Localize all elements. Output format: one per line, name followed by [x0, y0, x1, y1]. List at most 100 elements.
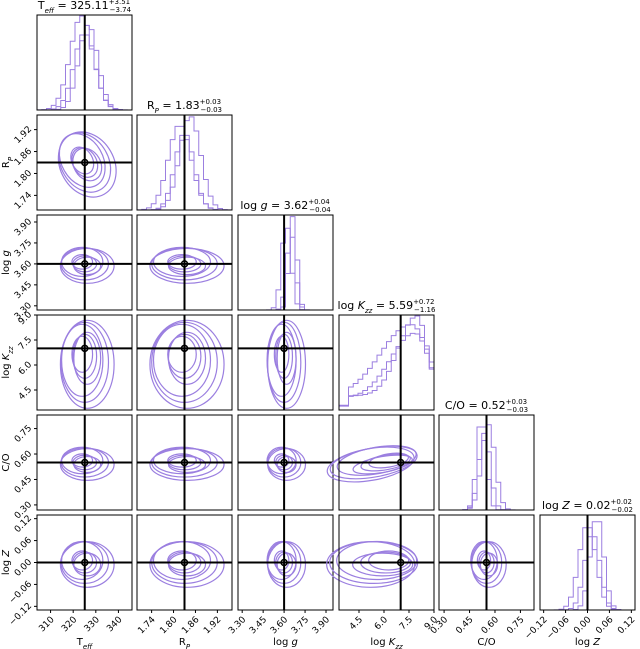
- hist-panel-logkzz: log Kzz = 5.59+0.72 −1.16: [338, 298, 436, 411]
- contour-co-logkzz-1-1: [368, 452, 409, 469]
- truth-marker: [180, 260, 189, 268]
- y-tick-label: 0.60: [13, 449, 34, 470]
- panel-frame: [438, 514, 535, 611]
- panel-frame: [136, 214, 233, 311]
- x-tick-label: 4.5: [348, 615, 365, 632]
- contour-co-teff-3-1: [73, 455, 102, 474]
- x-tick-label: 310: [37, 615, 56, 634]
- title-rp: RP = 1.83+0.03 −0.03: [147, 98, 222, 115]
- x-tick-label: 3.75: [290, 615, 311, 636]
- x-tick-label: 340: [105, 615, 124, 634]
- panel-co-vs-logkzz: [326, 414, 435, 511]
- x-tick-label: 0.00: [572, 615, 593, 636]
- truth-marker: [482, 558, 491, 567]
- panel-frame: [36, 414, 133, 511]
- panel-frame: [338, 414, 435, 511]
- contour-logz-rp-3-1: [167, 552, 207, 577]
- title-logz: log Z = 0.02+0.02 −0.02: [542, 498, 633, 514]
- y-tick-label: 7.5: [17, 335, 34, 352]
- contour-logz-co-1-1: [476, 550, 492, 571]
- y-tick-label: 3.45: [13, 280, 34, 301]
- contour-logz-co-3-2: [471, 541, 507, 588]
- panel-co-vs-logg: [237, 414, 334, 511]
- contour-logg-teff-3-2: [59, 247, 115, 284]
- x-tick-label: 3.45: [248, 615, 269, 636]
- y-tick-label: 3.60: [13, 259, 34, 280]
- x-tick-label: 0.45: [454, 615, 475, 636]
- panel-frame: [338, 314, 435, 411]
- panel-frame: [338, 514, 435, 611]
- contour-logz-logg-3-2: [267, 541, 307, 588]
- panel-logg-vs-rp: [136, 214, 233, 311]
- truth-marker: [80, 344, 89, 353]
- truth-marker: [80, 158, 89, 167]
- contour-logg-teff-1-1: [71, 254, 94, 270]
- y-tick-label: 0.00: [13, 557, 34, 578]
- contour-co-logg-3-1: [276, 455, 297, 474]
- y-tick-label: 1.86: [13, 146, 34, 167]
- panel-frame: [136, 414, 233, 511]
- x-axis-label-co: C/O: [477, 637, 495, 648]
- x-tick-label: 0.60: [480, 615, 501, 636]
- hist-panel-co: C/O = 0.52+0.03 −0.03: [438, 398, 535, 511]
- truth-marker: [180, 458, 189, 467]
- panel-logkzz-vs-rp: [136, 314, 233, 411]
- y-axis-label-logkzz: log Kzz: [1, 346, 15, 379]
- title-co: C/O = 0.52+0.03 −0.03: [445, 398, 528, 414]
- x-axis-label-rp: RP: [179, 637, 191, 649]
- panel-logz-vs-teff: 310 320 330 340Teff−0.12−0.060.000.060.12lo…: [1, 514, 133, 649]
- contour-logz-logg-1-1: [273, 550, 290, 571]
- panel-logz-vs-logg: 3.30 3.45 3.60 3.75 3.90 log g: [227, 514, 334, 648]
- panel-logz-vs-rp: 1.74 1.80 1.86 1.92 RP: [136, 514, 233, 649]
- truth-marker: [180, 344, 189, 353]
- panel-frame: [237, 314, 334, 411]
- hist-series-logkzz-2: [338, 324, 435, 410]
- contour-logkzz-logg-3-2: [267, 319, 307, 409]
- truth-marker: [280, 344, 288, 353]
- x-tick-label: 320: [60, 615, 79, 634]
- x-tick-label: 6.0: [373, 615, 390, 632]
- contour-logkzz-rp-3-1: [167, 331, 207, 385]
- contour-logz-logg-3-1: [276, 552, 297, 577]
- panel-rp-vs-teff: 1.741.801.861.92 RP: [1, 114, 133, 212]
- panel-frame: [237, 514, 334, 611]
- contour-logkzz-teff-1-1: [71, 335, 94, 373]
- x-tick-label: 1.92: [202, 615, 223, 636]
- x-tick-label: 3.60: [269, 615, 290, 636]
- contour-logkzz-teff-3-2: [59, 319, 115, 409]
- truth-marker: [280, 458, 288, 467]
- x-tick-label: 0.12: [616, 615, 637, 636]
- contour-logz-logkzz-1-1: [368, 550, 410, 571]
- panel-co-vs-rp: [136, 414, 233, 511]
- truth-marker: [80, 458, 89, 467]
- title-teff: Teff = 325.11+3.51 −3.74: [37, 0, 132, 15]
- x-tick-label: −0.06: [545, 615, 572, 642]
- contour-co-logkzz-3-2: [326, 446, 415, 483]
- y-tick-label: 1.92: [13, 125, 34, 146]
- contour-logz-teff-3-1: [73, 552, 102, 577]
- y-tick-label: 0.06: [13, 535, 34, 556]
- contour-logz-rp-3-2: [149, 541, 225, 588]
- x-tick-label: −0.12: [523, 615, 550, 642]
- x-axis-label-logkzz: log Kzz: [370, 637, 403, 649]
- contour-co-rp-1-1: [167, 453, 197, 468]
- contour-co-logkzz-2-1: [360, 453, 411, 472]
- x-tick-label: 3.90: [311, 615, 332, 636]
- y-axis-label-rp: RP: [1, 156, 15, 168]
- x-axis-label-logg: log g: [273, 637, 298, 648]
- y-axis-label-logg: log g: [1, 250, 12, 275]
- hist-panel-teff: Teff = 325.11+3.51 −3.74: [36, 0, 133, 111]
- x-tick-label: 1.86: [180, 615, 201, 636]
- y-tick-label: −0.06: [8, 579, 35, 606]
- contour-logg-rp-3-1: [167, 256, 207, 276]
- contour-rp-teff-3-2: [57, 131, 117, 198]
- y-axis-label-co: C/O: [1, 453, 12, 471]
- contour-co-teff-1-1: [71, 453, 94, 468]
- truth-marker: [396, 458, 405, 467]
- contour-co-logkzz-3-1: [352, 454, 413, 475]
- contour-logz-co-3-1: [479, 552, 499, 577]
- y-tick-label: 1.74: [13, 190, 34, 211]
- contour-logz-rp-1-1: [167, 550, 197, 571]
